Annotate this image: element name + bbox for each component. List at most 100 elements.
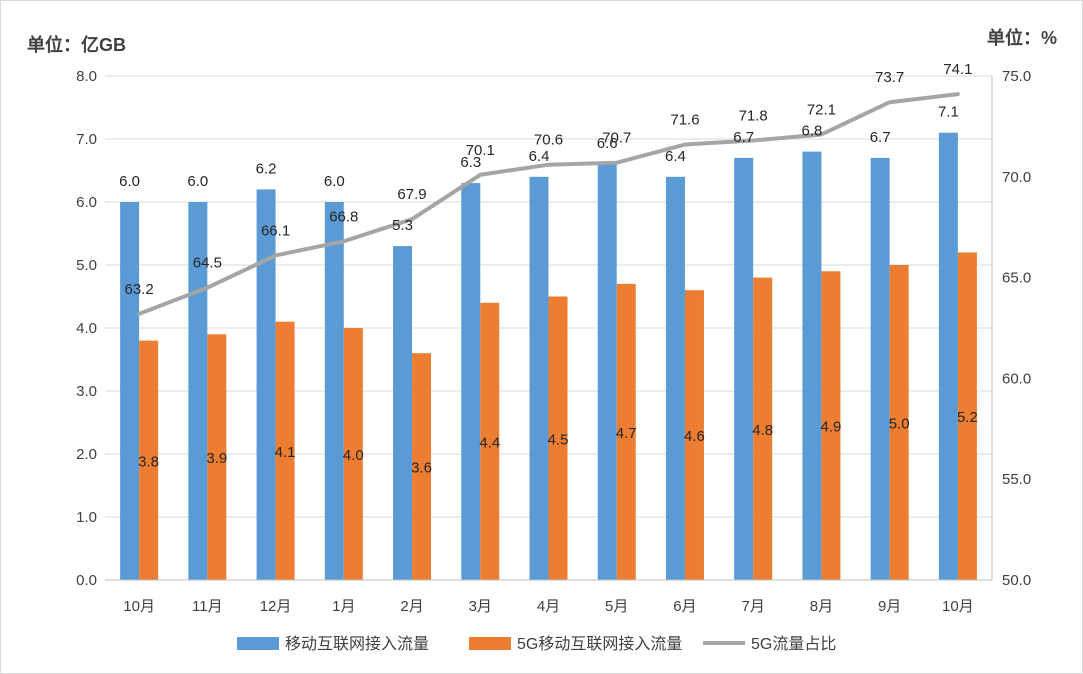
data-label-5g-share: 71.6 (670, 112, 699, 129)
bar-5g-traffic (821, 271, 841, 580)
y-left-tick-label: 2.0 (76, 446, 97, 463)
data-labels: 6.0 3.8 6.0 3.9 6.2 4.1 6.0 4.0 5.3 3.6 6.3 4.4 6.4 4… (119, 61, 978, 476)
y-right-tick-label: 70.0 (1002, 169, 1031, 186)
bar-mobile-traffic (256, 189, 276, 580)
bar-mobile-traffic (665, 176, 685, 581)
data-label-mobile-traffic: 6.0 (324, 173, 345, 190)
legend-label: 移动互联网接入流量 (285, 635, 429, 653)
data-label-5g-traffic: 3.9 (206, 450, 227, 467)
x-tick-label: 10月 (942, 598, 974, 615)
data-label-5g-share: 70.6 (534, 132, 563, 149)
data-label-5g-share: 74.1 (943, 61, 972, 78)
data-label-5g-share: 66.1 (261, 222, 290, 239)
y-left-tick-label: 4.0 (76, 320, 97, 337)
data-label-mobile-traffic: 6.0 (119, 173, 140, 190)
bar-mobile-traffic (461, 183, 481, 580)
x-tick-label: 12月 (260, 598, 292, 615)
bar-5g-traffic (616, 283, 636, 580)
data-label-5g-share: 67.9 (397, 186, 426, 203)
bar-5g-traffic (207, 334, 227, 580)
y-left-tick-label: 1.0 (76, 509, 97, 526)
bar-mobile-traffic (120, 202, 140, 580)
y-left-tick-label: 6.0 (76, 194, 97, 211)
y-right-tick-label: 65.0 (1002, 270, 1031, 287)
legend-item: 5G移动互联网接入流量 (469, 635, 682, 653)
y-left-tick-label: 3.0 (76, 383, 97, 400)
left-unit-label: 单位：亿GB (27, 34, 126, 55)
data-label-mobile-traffic: 6.7 (870, 129, 891, 146)
bar-mobile-traffic (324, 202, 344, 580)
x-tick-label: 6月 (673, 598, 696, 615)
legend-item: 5G流量占比 (703, 635, 836, 653)
data-label-5g-share: 71.8 (739, 108, 768, 125)
x-tick-label: 8月 (810, 598, 833, 615)
bar-5g-traffic (753, 277, 773, 580)
legend-label: 5G移动互联网接入流量 (517, 635, 682, 653)
data-label-5g-share: 70.1 (466, 142, 495, 159)
x-tick-label: 7月 (742, 598, 765, 615)
y-left-tick-label: 8.0 (76, 68, 97, 85)
bar-mobile-traffic (393, 246, 413, 580)
y-right-tick-label: 50.0 (1002, 572, 1031, 589)
bar-mobile-traffic (734, 157, 754, 580)
data-label-mobile-traffic: 5.3 (392, 217, 413, 234)
x-tick-label: 2月 (400, 598, 423, 615)
data-label-5g-traffic: 4.1 (275, 444, 296, 461)
data-label-mobile-traffic: 6.4 (665, 148, 686, 165)
axes: 0.0 1.0 2.0 3.0 4.0 5.0 6.0 7.0 8.0 50.0 55.0 60.0 6… (76, 68, 1031, 615)
legend-item: 移动互联网接入流量 (237, 635, 429, 653)
bar-mobile-traffic (529, 176, 549, 581)
x-tick-label: 1月 (332, 598, 355, 615)
bar-mobile-traffic (938, 132, 958, 580)
y-left-tick-label: 0.0 (76, 572, 97, 589)
data-label-5g-traffic: 4.5 (548, 431, 569, 448)
data-label-mobile-traffic: 6.7 (733, 129, 754, 146)
data-label-5g-share: 63.2 (125, 281, 154, 298)
x-tick-label: 5月 (605, 598, 628, 615)
y-left-tick-label: 7.0 (76, 131, 97, 148)
data-label-mobile-traffic: 6.3 (460, 154, 481, 171)
legend-swatch (237, 637, 279, 650)
bar-5g-traffic (343, 328, 363, 580)
right-unit-label: 单位：% (987, 27, 1057, 48)
data-label-5g-share: 66.8 (329, 208, 358, 225)
x-tick-label: 4月 (537, 598, 560, 615)
data-label-5g-share: 72.1 (807, 101, 836, 118)
data-label-5g-traffic: 4.0 (343, 447, 364, 464)
y-right-tick-label: 55.0 (1002, 471, 1031, 488)
bar-mobile-traffic (870, 157, 890, 580)
bar-5g-traffic (957, 252, 977, 580)
x-tick-label: 9月 (878, 598, 901, 615)
data-label-mobile-traffic: 6.2 (256, 160, 277, 177)
data-label-5g-traffic: 3.8 (138, 453, 159, 470)
bar-mobile-traffic (802, 151, 822, 580)
bar-5g-traffic (139, 340, 159, 580)
bar-5g-traffic (412, 353, 432, 580)
data-label-5g-traffic: 3.6 (411, 460, 432, 477)
data-label-mobile-traffic: 6.6 (597, 135, 618, 152)
bar-mobile-traffic (188, 202, 208, 580)
bar-mobile-traffic (597, 164, 617, 580)
data-label-5g-traffic: 4.7 (616, 425, 637, 442)
bar-5g-traffic (480, 302, 500, 580)
bar-5g-traffic (275, 321, 295, 580)
data-label-5g-traffic: 4.8 (752, 422, 773, 439)
bar-5g-traffic (889, 265, 909, 580)
x-tick-label: 10月 (123, 598, 155, 615)
legend: 移动互联网接入流量 5G移动互联网接入流量 5G流量占比 (237, 635, 836, 653)
bar-5g-traffic (548, 296, 568, 580)
x-tick-label: 3月 (469, 598, 492, 615)
x-tick-label: 11月 (192, 598, 223, 615)
data-label-5g-share: 73.7 (875, 69, 904, 86)
y-left-tick-label: 5.0 (76, 257, 97, 274)
data-label-5g-traffic: 4.4 (479, 434, 500, 451)
bars (120, 132, 977, 581)
bar-5g-traffic (684, 290, 704, 580)
line-series (137, 92, 960, 316)
data-label-5g-traffic: 4.6 (684, 428, 705, 445)
y-right-tick-label: 75.0 (1002, 68, 1031, 85)
data-label-5g-traffic: 4.9 (820, 419, 841, 436)
data-label-mobile-traffic: 7.1 (938, 104, 959, 121)
